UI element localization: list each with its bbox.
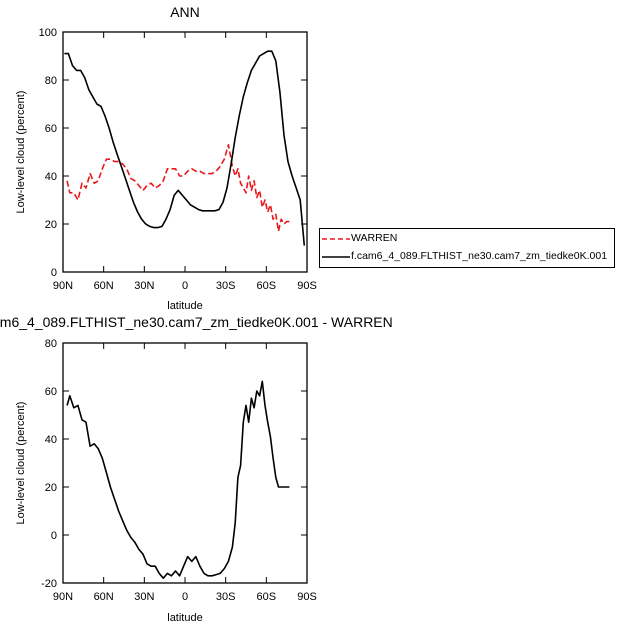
top-x-tick-label: 30S xyxy=(216,280,236,292)
bottom-chart-plot-frame xyxy=(62,342,308,584)
top-chart-plot-frame xyxy=(62,31,308,273)
bottom-x-tick-label: 90S xyxy=(297,591,317,603)
top-chart-title: ANN xyxy=(170,4,200,20)
bottom-y-tick-label: 40 xyxy=(45,434,57,446)
top-chart-lines xyxy=(64,50,306,246)
top-x-tick-label: 60N xyxy=(94,280,114,292)
legend-swatch-dashed-red xyxy=(322,238,350,240)
bottom-chart-ylabel: Low-level cloud (percent) xyxy=(15,402,27,525)
top-x-tick-label: 60S xyxy=(257,280,277,292)
bottom-y-tick-label: 0 xyxy=(51,530,57,542)
legend-item-warren: WARREN xyxy=(320,231,614,249)
bottom-x-tick-label: 60N xyxy=(94,591,114,603)
top-chart-ylabel: Low-level cloud (percent) xyxy=(15,91,27,214)
bottom-chart-ticks: -20 0 20 40 60 80 90N 60N 30N 0 30S 60S 90S xyxy=(41,338,317,603)
top-x-tick-label: 0 xyxy=(182,280,188,292)
top-chart-panel: ANN Low-level cloud (percent) latitude 0… xyxy=(15,4,317,312)
top-series-line-0 xyxy=(66,144,290,232)
bottom-x-tick-label: 90N xyxy=(53,591,73,603)
top-series-line-1 xyxy=(64,50,306,246)
top-y-tick-label: 80 xyxy=(45,75,57,87)
bottom-chart-xlabel: latitude xyxy=(167,612,202,624)
legend-item-model: f.cam6_4_089.FLTHIST_ne30.cam7_zm_tiedke… xyxy=(320,249,614,267)
top-x-tick-label: 90S xyxy=(297,280,317,292)
top-y-tick-label: 100 xyxy=(39,27,57,39)
bottom-y-tick-label: 20 xyxy=(45,482,57,494)
bottom-x-tick-label: 30S xyxy=(216,591,236,603)
bottom-y-tick-label: -20 xyxy=(41,578,57,590)
bottom-series-line-0 xyxy=(66,380,290,580)
bottom-chart-lines xyxy=(66,380,290,580)
legend-label-warren: WARREN xyxy=(351,232,398,244)
top-chart-ticks: 0 20 40 60 80 100 90N 60N 30N 0 30S 60S 90S xyxy=(39,27,317,292)
top-y-tick-label: 20 xyxy=(45,219,57,231)
top-y-tick-label: 0 xyxy=(51,267,57,279)
legend-label-model: f.cam6_4_089.FLTHIST_ne30.cam7_zm_tiedke… xyxy=(351,250,608,262)
top-x-tick-label: 90N xyxy=(53,280,73,292)
bottom-y-tick-label: 60 xyxy=(45,386,57,398)
top-x-tick-label: 30N xyxy=(134,280,154,292)
bottom-x-tick-label: 60S xyxy=(257,591,277,603)
bottom-y-tick-label: 80 xyxy=(45,338,57,350)
top-y-tick-label: 60 xyxy=(45,123,57,135)
top-chart-xlabel: latitude xyxy=(167,300,202,312)
bottom-chart-panel: f.cam6_4_089.FLTHIST_ne30.cam7_zm_tiedke… xyxy=(0,314,393,624)
top-chart-legend: WARREN f.cam6_4_089.FLTHIST_ne30.cam7_zm… xyxy=(319,228,615,268)
bottom-chart-title: f.cam6_4_089.FLTHIST_ne30.cam7_zm_tiedke… xyxy=(0,314,393,330)
top-y-tick-label: 40 xyxy=(45,171,57,183)
bottom-x-tick-label: 0 xyxy=(182,591,188,603)
bottom-x-tick-label: 30N xyxy=(134,591,154,603)
legend-swatch-solid-black xyxy=(322,256,350,258)
